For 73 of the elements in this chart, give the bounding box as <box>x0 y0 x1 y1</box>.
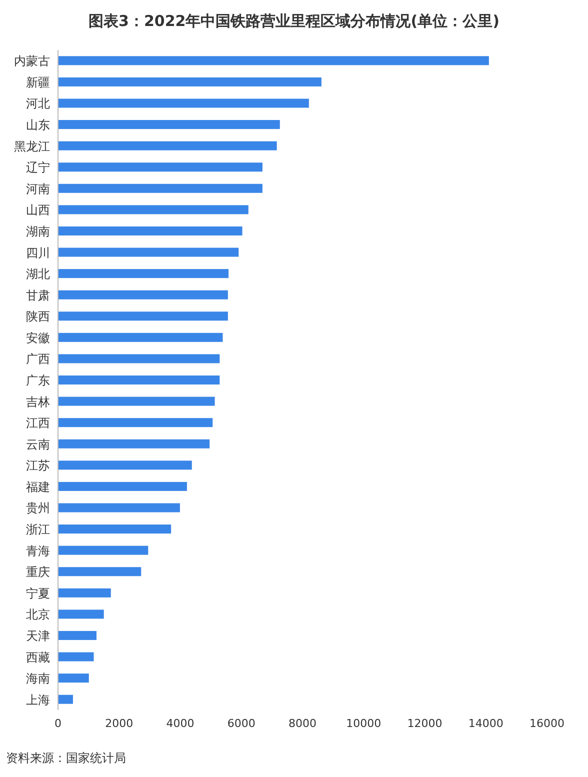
y-tick-label: 河南 <box>26 182 50 196</box>
bar <box>58 226 242 236</box>
bar <box>58 120 280 130</box>
bar <box>58 162 262 172</box>
bar <box>58 503 180 512</box>
x-tick-label: 10000 <box>346 717 382 730</box>
bar <box>58 610 104 619</box>
x-tick-label: 16000 <box>530 717 564 730</box>
bar <box>58 376 220 384</box>
y-tick-label: 北京 <box>26 608 50 622</box>
bar <box>58 546 148 555</box>
y-tick-label: 内蒙古 <box>14 54 50 68</box>
bar <box>58 354 220 364</box>
y-tick-label: 四川 <box>26 246 50 260</box>
y-tick-label: 甘肃 <box>26 288 50 302</box>
bar <box>58 524 172 534</box>
bar <box>58 332 223 342</box>
y-tick-label: 上海 <box>26 692 50 707</box>
x-tick-label: 6000 <box>227 717 256 730</box>
x-tick-label: 2000 <box>105 717 134 730</box>
bar <box>58 674 89 683</box>
y-tick-label: 山西 <box>26 203 50 218</box>
bar <box>58 269 229 278</box>
y-tick-label: 广东 <box>26 374 50 388</box>
y-tick-label: 贵州 <box>26 501 50 516</box>
y-tick-label: 湖南 <box>26 224 50 238</box>
bar <box>58 396 215 406</box>
x-tick-label: 12000 <box>407 717 442 730</box>
bar <box>58 205 248 214</box>
y-tick-label: 西藏 <box>26 650 50 664</box>
x-tick-label: 4000 <box>166 717 194 730</box>
bar <box>58 567 142 576</box>
bar <box>58 439 210 448</box>
bar <box>58 290 228 300</box>
bar <box>58 77 322 86</box>
x-tick-label: 0 <box>54 717 62 730</box>
bar <box>58 694 73 704</box>
bar <box>58 418 213 428</box>
bar <box>58 141 277 150</box>
y-tick-label: 江西 <box>26 416 50 430</box>
y-tick-label: 宁夏 <box>26 586 50 600</box>
bar <box>58 630 97 640</box>
y-tick-label: 青海 <box>26 544 50 558</box>
text: 资料来源：国家统计局 <box>6 751 126 765</box>
bar <box>58 460 192 470</box>
bar <box>58 312 228 321</box>
bar <box>58 248 239 257</box>
y-tick-label: 江苏 <box>26 458 50 473</box>
y-tick-label: 福建 <box>26 480 50 494</box>
bar <box>58 98 309 108</box>
y-tick-label: 吉林 <box>26 394 50 409</box>
bar <box>58 482 187 491</box>
chart-title: 图表3：2022年中国铁路营业里程区域分布情况(单位：公里) <box>88 12 500 30</box>
bar <box>58 588 111 598</box>
y-tick-label: 重庆 <box>26 565 50 580</box>
x-tick-label: 8000 <box>288 717 316 730</box>
x-tick-label: 14000 <box>468 717 504 730</box>
bar <box>58 56 489 66</box>
y-tick-label: 广西 <box>26 352 50 366</box>
bar <box>58 184 262 193</box>
y-tick-label: 新疆 <box>26 75 50 90</box>
y-tick-label: 辽宁 <box>26 160 50 175</box>
y-tick-label: 天津 <box>26 628 50 643</box>
y-tick-label: 安徽 <box>26 330 50 345</box>
y-tick-label: 云南 <box>26 437 50 452</box>
y-tick-label: 山东 <box>26 118 50 132</box>
y-tick-label: 黑龙江 <box>14 139 50 154</box>
y-tick-label: 陕西 <box>26 310 50 324</box>
bar <box>58 652 94 662</box>
y-tick-label: 浙江 <box>26 522 50 537</box>
y-tick-label: 湖北 <box>26 267 50 282</box>
y-tick-label: 河北 <box>26 96 50 111</box>
y-tick-label: 海南 <box>26 672 50 686</box>
